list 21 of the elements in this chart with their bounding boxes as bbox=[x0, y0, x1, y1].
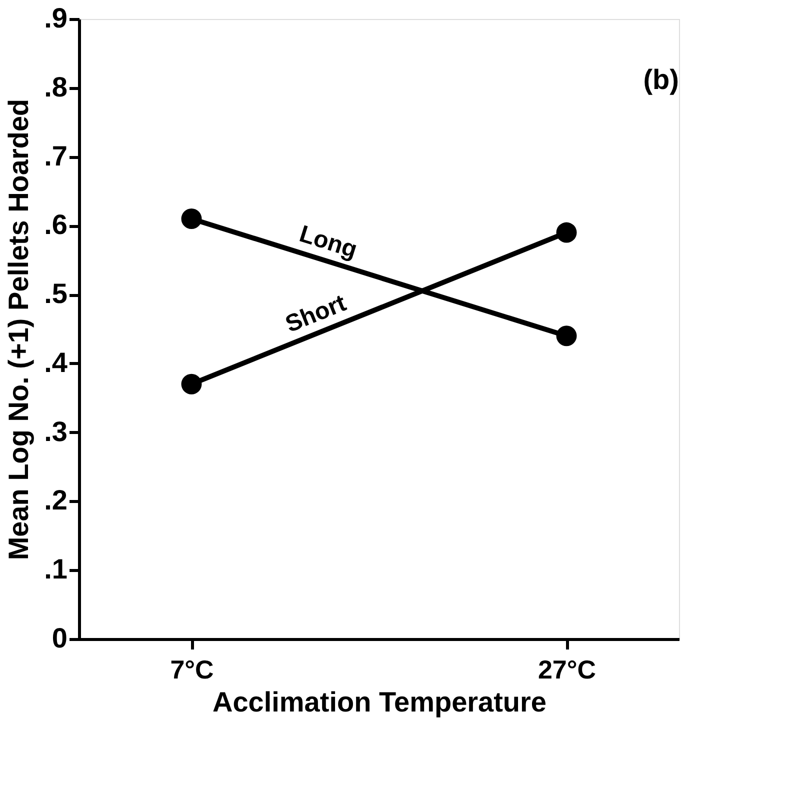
y-axis-title: Mean Log No. (+1) Pellets Hoarded bbox=[3, 98, 34, 560]
point bbox=[181, 208, 202, 230]
x-axis-title: Acclimation Temperature bbox=[212, 686, 547, 718]
x-tick-label: 7°C bbox=[170, 654, 214, 684]
y-tick-label: .4 bbox=[44, 346, 68, 378]
text: Short bbox=[282, 290, 350, 338]
point bbox=[556, 326, 577, 346]
y-tick-label: 0 bbox=[52, 622, 68, 654]
y-tick-label: .2 bbox=[44, 484, 68, 516]
point bbox=[181, 374, 202, 394]
y-tick-label: .5 bbox=[44, 278, 68, 310]
y-tick-label: .3 bbox=[44, 416, 68, 447]
y-tick-label: .8 bbox=[44, 71, 68, 102]
x-tick-label: 27°C bbox=[538, 654, 596, 684]
annotation: (b) bbox=[643, 64, 679, 95]
y-tick-label: .9 bbox=[44, 2, 68, 34]
point bbox=[556, 222, 577, 243]
y-tick-label: .6 bbox=[44, 209, 68, 240]
y-tick-label: .1 bbox=[44, 554, 68, 585]
text: Long bbox=[296, 220, 360, 264]
y-tick-label: .7 bbox=[44, 140, 68, 172]
